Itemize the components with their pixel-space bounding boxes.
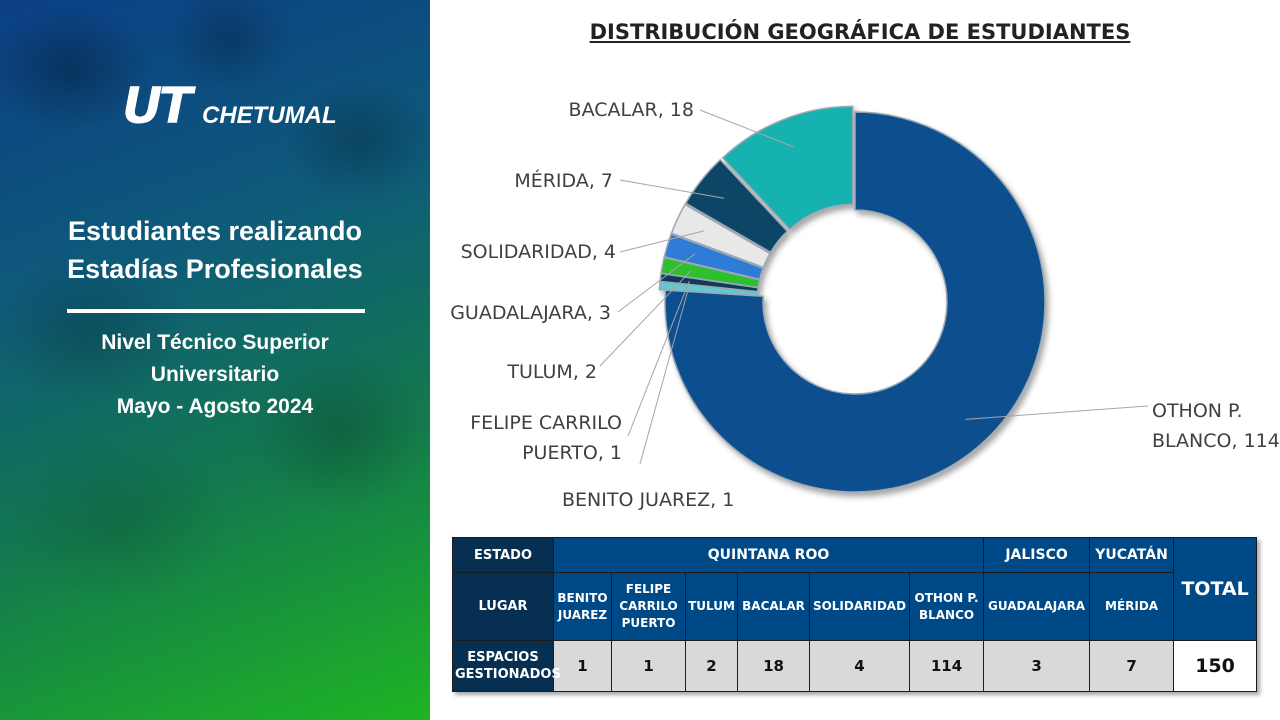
slice-label: OTHON P. BLANCO, 114: [1152, 400, 1280, 452]
slice-label: MÉRIDA, 7: [514, 169, 613, 192]
lugar-cell-line: PUERTO: [621, 616, 676, 630]
leader-line: [965, 405, 1149, 420]
donut-slice: [663, 233, 764, 281]
lugar-cell-line: SOLIDARIDAD: [812, 599, 907, 613]
value-cell: 4: [809, 640, 910, 692]
espacios-header-line: GESTIONADOS: [455, 667, 561, 682]
background-photo-texture: [0, 0, 430, 720]
data-table: ESTADO QUINTANA ROO JALISCO YUCATÁN TOTA…: [452, 537, 1258, 692]
panel-title-line: Estadías Profesionales: [67, 254, 363, 284]
lugar-cell-line: CARRILO: [619, 599, 678, 613]
table-row: ESTADO QUINTANA ROO JALISCO YUCATÁN TOTA…: [452, 537, 1258, 641]
espacios-header-line: ESPACIOS: [467, 650, 539, 665]
value-cell: 2: [685, 640, 738, 692]
lugar-cell: OTHON P. BLANCO: [908, 572, 985, 641]
lugar-cell-line: FELIPE: [625, 582, 672, 596]
chart-title: DISTRIBUCIÓN GEOGRÁFICA DE ESTUDIANTES: [589, 20, 1131, 44]
lugar-cell-line: GUADALAJARA: [988, 599, 1086, 613]
table-row: LUGAR BENITO JUAREZ FELIPE CARRILO PUERTO TUL…: [452, 572, 1257, 641]
lugar-cell-line: MÉRIDA: [1105, 599, 1159, 613]
panel-subtitle-line: Universitario: [150, 363, 280, 386]
slice-label: BACALAR, 18: [569, 99, 694, 121]
left-panel: UT CHETUMAL Estudiantes realizando Estad…: [0, 0, 430, 720]
leader-line: [639, 287, 690, 465]
espacios-header: ESPACIOS GESTIONADOS: [452, 640, 561, 692]
lugar-cell: GUADALAJARA: [983, 572, 1091, 641]
table-row: ESPACIOS GESTIONADOS 1 1 2 18 4 114 3 7 150: [452, 640, 1258, 692]
donut-slice: [670, 203, 771, 269]
state-quintana-roo: QUINTANA ROO: [552, 537, 985, 573]
lugar-header: LUGAR: [452, 572, 554, 641]
lugar-cell: BENITO JUAREZ: [553, 572, 612, 641]
lugar-cell: SOLIDARIDAD: [809, 572, 910, 641]
ut-chetumal-logo: UT CHETUMAL: [122, 77, 337, 138]
state-jalisco: JALISCO: [983, 537, 1091, 573]
logo-mark: UT: [122, 77, 193, 135]
lugar-cell: FELIPE CARRILO PUERTO: [611, 572, 686, 641]
value-cell: 18: [737, 640, 810, 692]
state-yucatan: YUCATÁN: [1089, 537, 1175, 573]
lugar-cell: MÉRIDA: [1089, 572, 1175, 641]
lugar-cell-line: BACALAR: [742, 599, 805, 613]
lugar-cell: BACALAR: [737, 572, 810, 641]
logo-name: CHETUMAL: [202, 102, 337, 129]
lugar-cell-line: JUAREZ: [557, 607, 608, 622]
slice-label: BENITO JUAREZ, 1: [562, 489, 734, 511]
value-cell: 114: [908, 640, 985, 692]
lugar-cell-line: BLANCO: [918, 607, 975, 622]
leader-line: [619, 230, 705, 253]
lugar-cell: TULUM: [685, 572, 738, 641]
panel-divider: [67, 309, 365, 313]
value-cell: 1: [611, 640, 686, 692]
lugar-cell-line: OTHON P.: [914, 590, 979, 605]
lugar-cell-line: TULUM: [688, 599, 735, 613]
slice-label: TULUM, 2: [506, 361, 597, 383]
leader-line: [619, 179, 725, 199]
leader-line: [627, 280, 690, 437]
value-cell: 7: [1089, 640, 1175, 692]
value-cell: 3: [983, 640, 1091, 692]
leader-line: [617, 253, 696, 313]
panel-title: Estudiantes realizando Estadías Profesio…: [30, 212, 400, 288]
total-value-cell: 150: [1173, 640, 1258, 692]
leader-line: [599, 270, 692, 367]
leader-line: [699, 109, 794, 148]
panel-subtitle-line: Nivel Técnico Superior: [101, 331, 329, 354]
slice-label: SOLIDARIDAD, 4: [461, 241, 616, 263]
donut-slice: [684, 158, 789, 254]
lugar-cell-line: BENITO: [557, 590, 608, 605]
total-header: TOTAL: [1173, 537, 1258, 641]
panel-subtitle: Nivel Técnico Superior Universitario May…: [30, 327, 400, 423]
donut-slice: [664, 111, 1046, 493]
slice-label: FELIPE CARRILO PUERTO, 1: [470, 412, 622, 464]
slice-label: GUADALAJARA, 3: [450, 302, 611, 324]
donut-chart: OTHON P. BLANCO, 114 BENITO JUAREZ, 1 FELIP…: [450, 99, 1280, 511]
value-cell: 1: [553, 640, 612, 692]
panel-title-line: Estudiantes realizando: [67, 216, 363, 246]
donut-slice: [721, 105, 854, 231]
estado-header: ESTADO: [452, 537, 554, 573]
panel-subtitle-line: Mayo - Agosto 2024: [116, 395, 314, 418]
